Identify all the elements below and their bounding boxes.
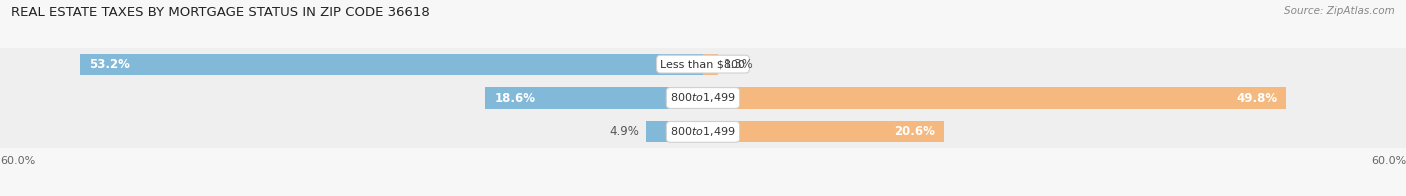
Text: REAL ESTATE TAXES BY MORTGAGE STATUS IN ZIP CODE 36618: REAL ESTATE TAXES BY MORTGAGE STATUS IN … — [11, 6, 430, 19]
Bar — [80, 54, 703, 75]
Text: $800 to $1,499: $800 to $1,499 — [671, 125, 735, 138]
Bar — [0, 115, 1406, 149]
Legend: Without Mortgage, With Mortgage: Without Mortgage, With Mortgage — [581, 193, 825, 196]
Text: Less than $800: Less than $800 — [661, 59, 745, 69]
Bar — [703, 87, 1286, 109]
Text: $800 to $1,499: $800 to $1,499 — [671, 92, 735, 104]
Text: 20.6%: 20.6% — [894, 125, 935, 138]
Bar — [645, 121, 703, 142]
Text: 60.0%: 60.0% — [1371, 156, 1406, 166]
Bar — [703, 121, 945, 142]
Text: 60.0%: 60.0% — [0, 156, 35, 166]
Text: 1.3%: 1.3% — [724, 58, 754, 71]
Text: 49.8%: 49.8% — [1236, 92, 1277, 104]
Text: 4.9%: 4.9% — [610, 125, 640, 138]
Bar — [703, 54, 718, 75]
Bar — [0, 47, 1406, 81]
Bar — [485, 87, 703, 109]
Text: 18.6%: 18.6% — [495, 92, 536, 104]
Bar — [0, 81, 1406, 115]
Text: Source: ZipAtlas.com: Source: ZipAtlas.com — [1284, 6, 1395, 16]
Text: 53.2%: 53.2% — [89, 58, 129, 71]
